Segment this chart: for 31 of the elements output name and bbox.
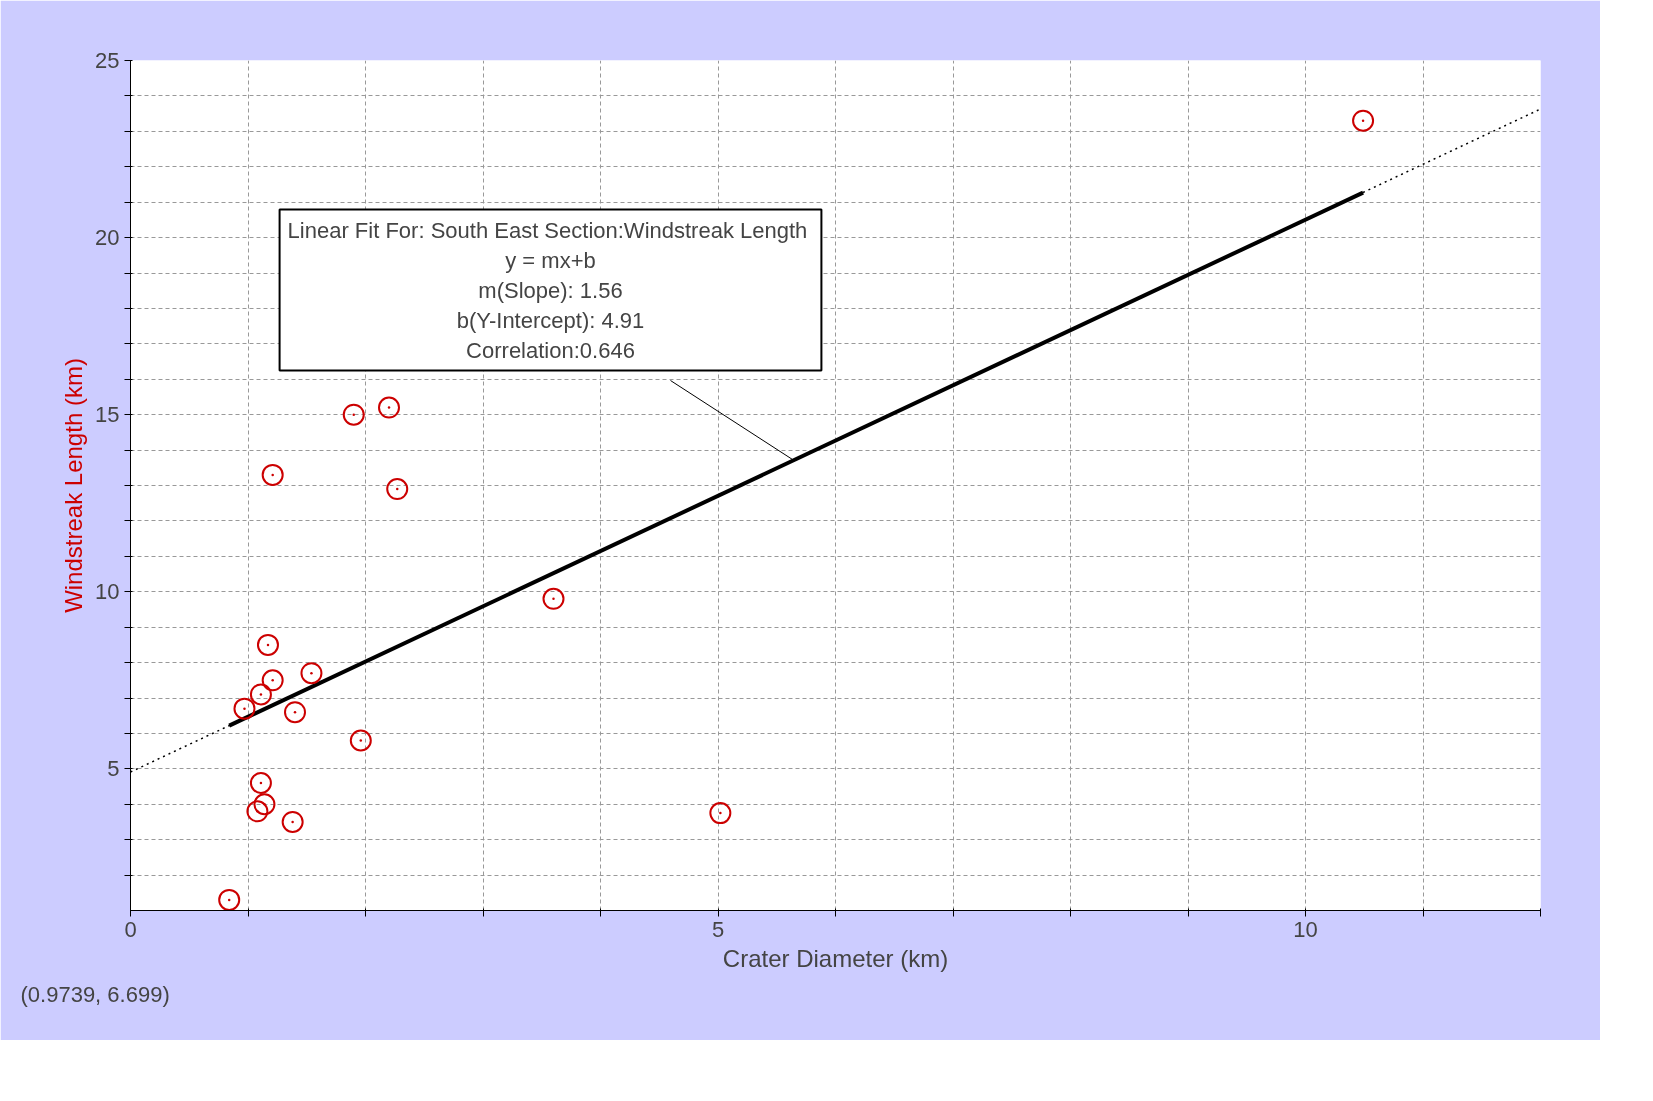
point [253,793,276,816]
point [261,669,284,692]
annotation: Linear Fit For: South East Section:Windstreak Length y = mx+b m(Slope): 1.56 b(Y-Intercept): 4.91 Correlation:0.646 [287,217,808,363]
point [218,888,241,911]
point [542,587,565,610]
point [349,729,372,752]
point [300,662,323,685]
y-tick-label: 25 [95,48,120,73]
point [386,478,409,501]
y-axis-title: Windstreak Length (km) [60,358,88,613]
x-tick-label: 5 [711,916,725,942]
point [281,810,304,833]
point [249,683,272,706]
y-tick-label: 15 [95,402,120,428]
point [233,697,256,720]
y-tick-label: 20 [95,225,120,251]
point [1352,109,1375,132]
point [261,463,284,486]
point [378,396,400,419]
x-tick-label: 10 [1293,916,1318,942]
point [249,772,272,794]
x-tick-label: 0 [124,916,137,942]
point [246,800,269,823]
x-axis-title: Crater Diameter (km) [722,944,949,972]
point [284,701,306,724]
text: (0.9739, 6.699) [20,981,170,1007]
point [709,802,732,825]
y-tick-label: 5 [107,756,120,782]
point [256,633,279,656]
y-tick-label: 10 [95,579,120,605]
point [342,403,365,426]
